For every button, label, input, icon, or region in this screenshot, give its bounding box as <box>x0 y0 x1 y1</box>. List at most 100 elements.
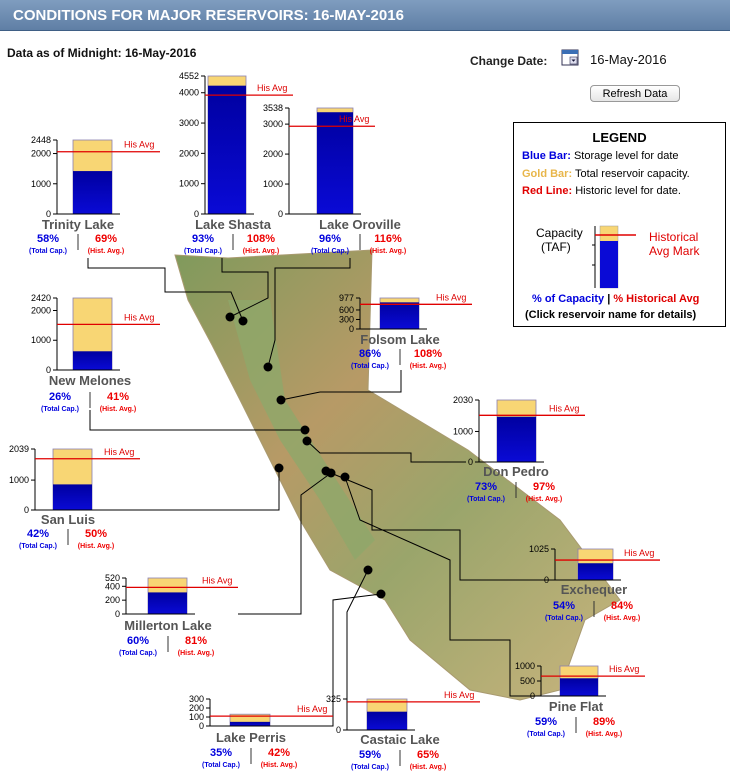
total-cap-label: (Total Cap.) <box>202 762 240 769</box>
reservoir-name-link[interactable]: Lake Perris <box>216 730 286 745</box>
change-date-label: Change Date: <box>470 54 548 68</box>
total-cap-label: (Total Cap.) <box>184 248 222 255</box>
legend-title: LEGEND <box>592 130 647 145</box>
reservoir-name-link[interactable]: Lake Oroville <box>319 217 401 232</box>
y-tick-label: 200 <box>105 595 120 605</box>
reservoir-pine-flat: 0 500 1000 His Avg Pine Flat 59% (Total Cap.) 8… <box>340 472 645 738</box>
y-tick-label: 2420 <box>31 293 51 303</box>
map-location-dot <box>276 395 286 405</box>
y-tick-label: 2000 <box>263 149 283 159</box>
hist-avg-label: (Hist. Avg.) <box>78 543 114 550</box>
reservoir-name-link[interactable]: Pine Flat <box>549 699 604 714</box>
legend-separator: | <box>607 293 611 305</box>
hist-avg-label: (Hist. Avg.) <box>100 406 136 413</box>
reservoir-new-melones: 0 1000 2000 2420 His Avg New Melones 26% (Total… <box>31 293 310 435</box>
storage-bar <box>380 302 419 329</box>
pct-capacity: 86% <box>359 348 381 360</box>
reservoir-lake-shasta: 0 1000 2000 3000 4000 4552 His Avg Lake Shasta9… <box>179 71 293 322</box>
storage-bar <box>317 112 353 214</box>
hist-avg-label: (Hist. Avg.) <box>178 650 214 657</box>
y-tick-label: 1000 <box>515 661 535 671</box>
reservoir-name-link[interactable]: Millerton Lake <box>124 618 211 633</box>
map-location-dot <box>274 463 284 473</box>
calendar-icon[interactable] <box>561 48 579 66</box>
map-location-dot <box>300 425 310 435</box>
y-tick-label: 0 <box>336 725 341 735</box>
storage-bar <box>208 85 246 214</box>
y-tick-label: 0 <box>46 365 51 375</box>
hist-avg-label: (Hist. Avg.) <box>604 615 640 622</box>
legend-hist-mark-1: Historical <box>649 230 699 244</box>
reservoir-name-link[interactable]: New Melones <box>49 373 131 388</box>
hist-avg-label: (Hist. Avg.) <box>261 762 297 769</box>
pct-hist-avg: 42% <box>268 747 290 759</box>
storage-bar <box>560 678 598 696</box>
storage-bar <box>578 563 613 580</box>
storage-bar <box>148 592 187 614</box>
pct-hist-avg: 108% <box>247 233 275 245</box>
y-tick-label: 1000 <box>31 179 51 189</box>
reservoir-name-link[interactable]: Exchequer <box>561 582 627 597</box>
map-location-dot <box>263 362 273 372</box>
y-tick-label: 0 <box>278 209 283 219</box>
total-cap-label: (Total Cap.) <box>527 731 565 738</box>
reservoir-name-link[interactable]: Trinity Lake <box>42 217 114 232</box>
y-tick-label: 2000 <box>31 305 51 315</box>
y-tick-label: 300 <box>189 694 204 704</box>
y-tick-label: 0 <box>194 209 199 219</box>
storage-bar <box>230 721 270 726</box>
y-tick-label: 325 <box>326 694 341 704</box>
his-avg-label: His Avg <box>104 447 134 457</box>
legend-pct-capacity: % of Capacity <box>532 293 605 305</box>
reservoir-name-link[interactable]: San Luis <box>41 512 95 527</box>
refresh-data-button[interactable]: Refresh Data <box>590 85 680 102</box>
y-tick-label: 200 <box>189 703 204 713</box>
y-tick-label: 977 <box>339 293 354 303</box>
his-avg-label: His Avg <box>257 83 287 93</box>
his-avg-label: His Avg <box>339 114 369 124</box>
total-cap-label: (Total Cap.) <box>545 615 583 622</box>
map-location-dot <box>238 316 248 326</box>
total-cap-label: (Total Cap.) <box>467 496 505 503</box>
map-location-dot <box>225 312 235 322</box>
his-avg-label: His Avg <box>549 403 579 413</box>
y-tick-label: 1000 <box>453 426 473 436</box>
reservoir-name-link[interactable]: Lake Shasta <box>195 217 272 232</box>
pct-capacity: 54% <box>553 600 575 612</box>
his-avg-label: His Avg <box>609 664 639 674</box>
reservoir-don-pedro: 0 1000 2030 His Avg Don Pedro 73% (Total Cap.)… <box>302 395 585 503</box>
hist-avg-label: (Hist. Avg.) <box>526 496 562 503</box>
pct-hist-avg: 97% <box>533 481 555 493</box>
y-tick-label: 2000 <box>31 149 51 159</box>
y-tick-label: 0 <box>46 209 51 219</box>
y-tick-label: 2448 <box>31 135 51 145</box>
reservoir-name-link[interactable]: Don Pedro <box>483 464 549 479</box>
connector-line <box>87 258 244 322</box>
legend-blue-key: Blue Bar: <box>522 150 571 162</box>
y-tick-label: 400 <box>105 581 120 591</box>
his-avg-label: His Avg <box>624 548 654 558</box>
his-avg-label: His Avg <box>124 140 154 150</box>
pct-capacity: 60% <box>127 635 149 647</box>
map-location-dot <box>326 468 336 478</box>
total-cap-label: (Total Cap.) <box>351 363 389 370</box>
y-tick-label: 2030 <box>453 395 473 405</box>
legend-capacity-label: Capacity <box>536 226 583 240</box>
reservoir-name-link[interactable]: Folsom Lake <box>360 332 439 347</box>
pct-hist-avg: 50% <box>85 528 107 540</box>
y-tick-label: 4552 <box>179 71 199 81</box>
reservoir-name-link[interactable]: Castaic Lake <box>360 732 440 747</box>
legend-red-key: Red Line: <box>522 185 573 197</box>
pct-hist-avg: 84% <box>611 600 633 612</box>
hist-avg-label: (Hist. Avg.) <box>410 764 446 771</box>
y-tick-label: 100 <box>189 712 204 722</box>
connector-line <box>325 470 555 581</box>
y-tick-label: 2039 <box>9 444 29 454</box>
y-tick-label: 3000 <box>179 118 199 128</box>
pct-hist-avg: 65% <box>417 749 439 761</box>
selected-date[interactable]: 16-May-2016 <box>590 52 667 67</box>
y-tick-label: 0 <box>199 721 204 731</box>
pct-capacity: 58% <box>37 233 59 245</box>
